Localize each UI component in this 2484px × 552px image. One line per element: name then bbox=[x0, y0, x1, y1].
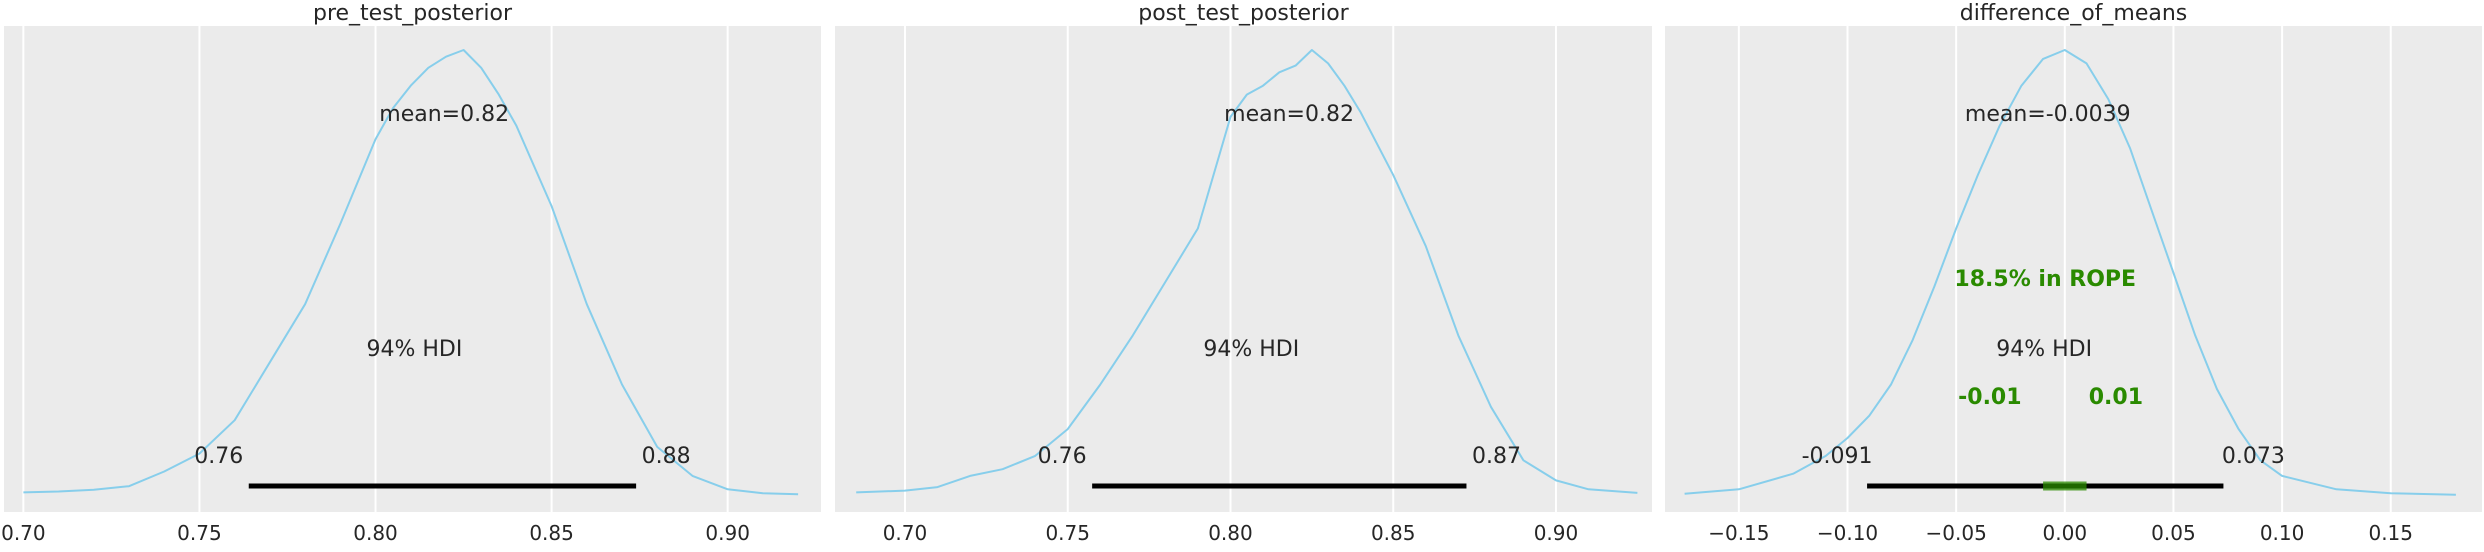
x-tick-label: 0.15 bbox=[2368, 521, 2413, 545]
rope-percent-label: 18.5% in ROPE bbox=[1954, 267, 2136, 292]
posterior-panel-post-test: 0.70 0.75 0.80 0.85 0.90 post_test_posteriorm… bbox=[835, 1, 1652, 545]
x-tick-label: 0.10 bbox=[2260, 521, 2305, 545]
plot-area bbox=[1665, 26, 2482, 512]
hdi-low-label: 0.76 bbox=[194, 444, 243, 469]
x-tick-label: 0.75 bbox=[1045, 521, 1090, 545]
panel-title: post_test_posterior bbox=[1138, 1, 1349, 26]
rope-low-label: -0.01 bbox=[1958, 385, 2021, 410]
posterior-panel-difference-of-means: −0.15 −0.10 −0.05 0.00 0.05 0.10 0.15 differenc… bbox=[1665, 1, 2482, 545]
x-tick-label: −0.05 bbox=[1926, 521, 1987, 545]
panel-title: pre_test_posterior bbox=[313, 1, 513, 26]
posterior-panel-pre-test: 0.70 0.75 0.80 0.85 0.90 pre_test_posteriorme… bbox=[1, 1, 821, 545]
hdi-high-label: 0.073 bbox=[2222, 444, 2285, 469]
hdi-label: 94% HDI bbox=[366, 337, 462, 362]
panel-title: difference_of_means bbox=[1960, 1, 2188, 26]
x-tick-label: 0.90 bbox=[1534, 521, 1579, 545]
hdi-high-label: 0.87 bbox=[1472, 444, 1521, 469]
mean-label: mean=0.82 bbox=[1224, 102, 1354, 127]
plot-area bbox=[4, 26, 821, 512]
x-tick-label: 0.70 bbox=[1, 521, 46, 545]
x-tick-label: 0.00 bbox=[2043, 521, 2088, 545]
x-tick-label: 0.90 bbox=[705, 521, 750, 545]
x-tick-label: 0.85 bbox=[529, 521, 574, 545]
x-tick-label: 0.80 bbox=[353, 521, 398, 545]
density-curve bbox=[856, 49, 1638, 494]
plot-area bbox=[835, 26, 1652, 512]
density-curve bbox=[23, 49, 799, 496]
x-tick-label: 0.75 bbox=[177, 521, 222, 545]
hdi-low-label: -0.091 bbox=[1802, 444, 1873, 469]
x-tick-label: 0.80 bbox=[1208, 521, 1253, 545]
hdi-high-label: 0.88 bbox=[642, 444, 691, 469]
x-tick-label: 0.05 bbox=[2151, 521, 2196, 545]
mean-label: mean=-0.0039 bbox=[1965, 102, 2131, 127]
x-tick-label: 0.85 bbox=[1371, 521, 1416, 545]
x-tick-label: −0.10 bbox=[1817, 521, 1878, 545]
rope-high-label: 0.01 bbox=[2089, 385, 2143, 410]
hdi-label: 94% HDI bbox=[1203, 337, 1299, 362]
hdi-low-label: 0.76 bbox=[1038, 444, 1087, 469]
x-tick-label: 0.70 bbox=[883, 521, 928, 545]
mean-label: mean=0.82 bbox=[379, 102, 509, 127]
hdi-label: 94% HDI bbox=[1996, 337, 2092, 362]
density-curve bbox=[1684, 49, 2456, 496]
x-tick-label: −0.15 bbox=[1708, 521, 1769, 545]
